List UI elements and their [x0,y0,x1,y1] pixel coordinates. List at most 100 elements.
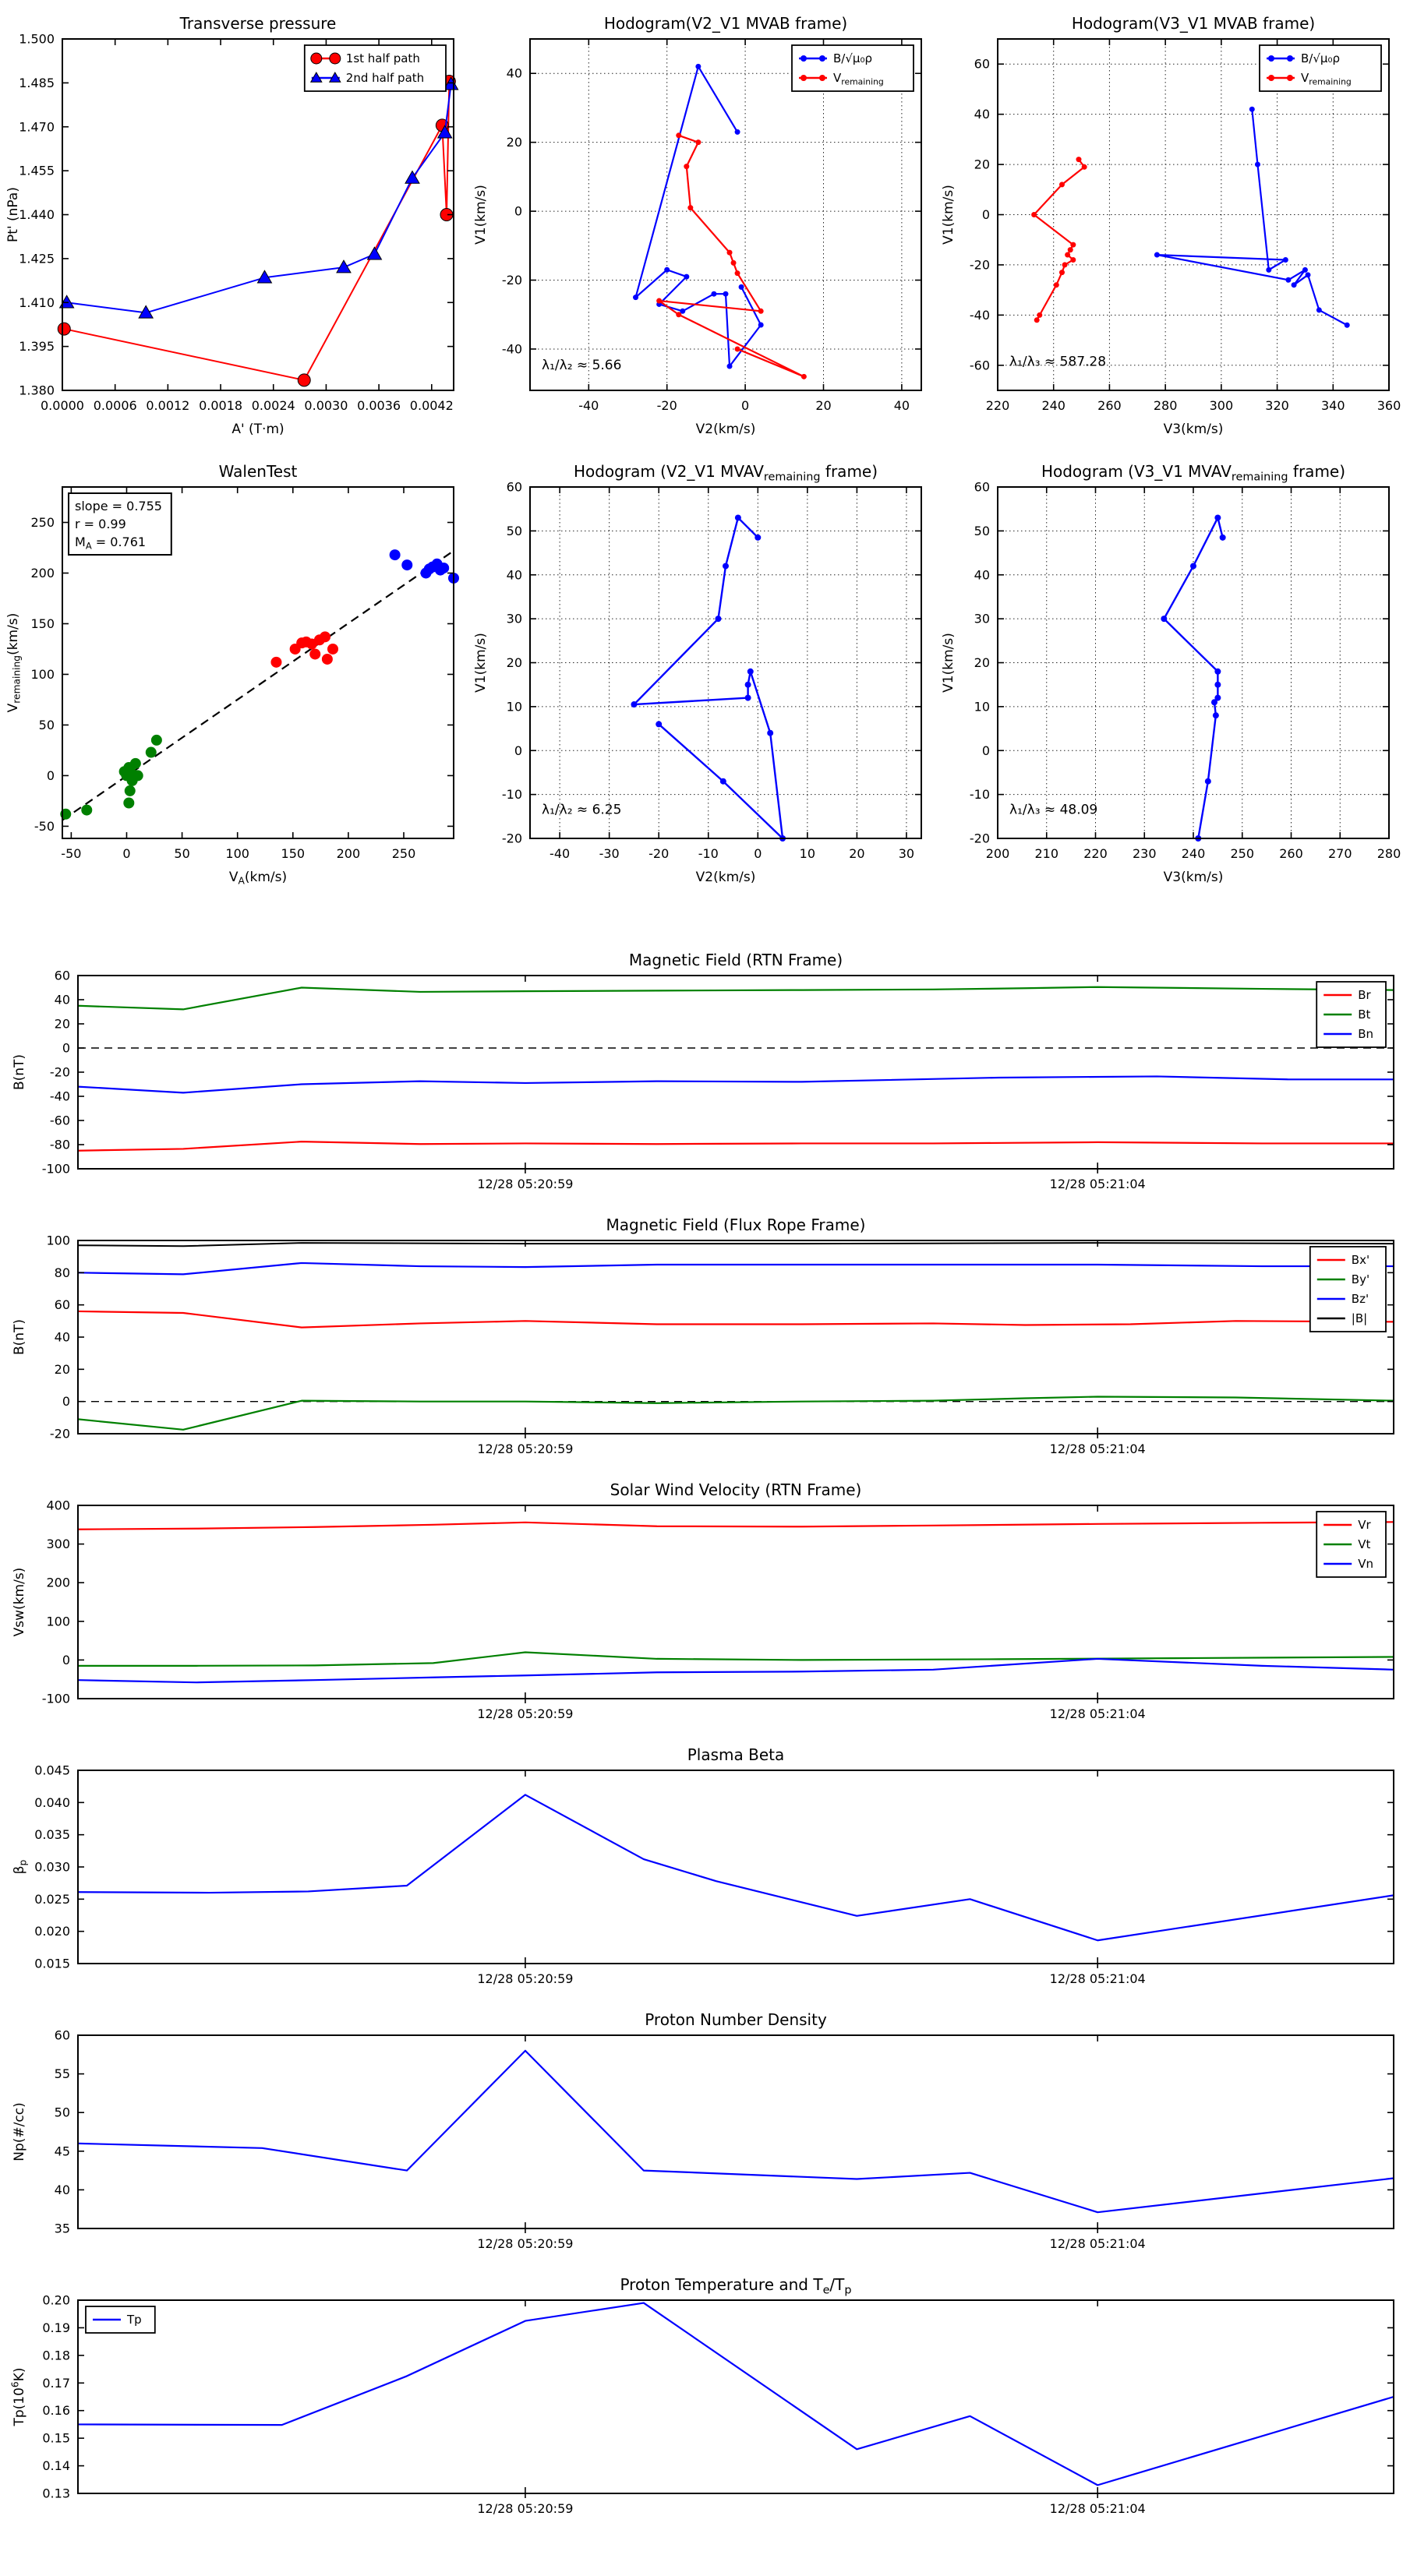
svg-text:0.0030: 0.0030 [304,398,348,413]
svg-text:20: 20 [507,655,522,670]
svg-text:30: 30 [899,846,914,861]
svg-text:Magnetic Field (RTN Frame): Magnetic Field (RTN Frame) [629,951,843,969]
svg-text:-40: -40 [578,398,599,413]
svg-text:V1(km/s): V1(km/s) [473,185,489,245]
svg-text:-20: -20 [50,1065,70,1080]
svg-text:12/28 05:20:59: 12/28 05:20:59 [477,1177,573,1191]
svg-text:1.425: 1.425 [19,251,55,266]
svg-text:-40: -40 [550,846,570,861]
svg-text:VA(km/s): VA(km/s) [229,870,287,887]
svg-text:Transverse pressure: Transverse pressure [179,14,337,33]
svg-text:Hodogram (V3_V1 MVAVremaining: Hodogram (V3_V1 MVAVremaining frame) [1041,462,1345,483]
svg-text:320: 320 [1265,398,1289,413]
svg-text:1.500: 1.500 [19,32,55,47]
svg-text:Vremaining: Vremaining [1301,71,1352,86]
svg-text:60: 60 [55,1297,70,1312]
svg-text:12/28 05:21:04: 12/28 05:21:04 [1050,2236,1146,2251]
hodogram-v2-v1-mvab-plot: -40 -20 0 20 40 40 20 0 -20 -40 Hodogram(V2_V1 MVA… [468,5,935,453]
svg-text:λ₁/λ₃ ≈ 48.09: λ₁/λ₃ ≈ 48.09 [1009,802,1097,817]
svg-text:By': By' [1352,1272,1369,1286]
svg-text:210: 210 [1034,846,1058,861]
svg-text:1.395: 1.395 [19,339,55,354]
svg-text:Bn: Bn [1358,1027,1373,1041]
svg-text:250: 250 [392,846,416,861]
svg-text:Bx': Bx' [1352,1253,1369,1267]
svg-text:0.0000: 0.0000 [41,398,84,413]
svg-text:40: 40 [55,1330,70,1345]
svg-text:100: 100 [225,846,249,861]
svg-text:V2(km/s): V2(km/s) [696,870,756,885]
svg-text:12/28 05:21:04: 12/28 05:21:04 [1050,1706,1146,1721]
svg-text:20: 20 [55,1362,70,1377]
svg-text:V2(km/s): V2(km/s) [696,422,756,437]
svg-text:250: 250 [30,515,55,530]
svg-text:Proton Temperature and Te/Tp: Proton Temperature and Te/Tp [620,2275,851,2296]
svg-text:0: 0 [62,1394,70,1409]
svg-text:-100: -100 [42,1692,70,1706]
svg-text:-100: -100 [42,1162,70,1177]
svg-text:60: 60 [974,57,990,72]
svg-text:B/√μ₀ρ: B/√μ₀ρ [833,51,872,65]
svg-text:Vremaining: Vremaining [833,71,884,86]
svg-text:0: 0 [982,743,990,758]
svg-text:30: 30 [974,612,990,626]
svg-text:100: 100 [30,667,55,682]
svg-text:20: 20 [974,655,990,670]
walen-test-plot: -50 0 50 100 150 200 250 -50 0 50 100 150 200 250 Wale… [0,453,468,901]
svg-text:1.440: 1.440 [19,207,55,222]
proton-temperature-plot: 12/28 05:20:59 12/28 05:21:04 0.20 0.19 0.18… [0,2271,1403,2535]
svg-text:βp: βp [12,1859,29,1874]
svg-text:B(nT): B(nT) [12,1319,27,1355]
svg-text:-60: -60 [970,358,990,372]
svg-text:250: 250 [1230,846,1254,861]
svg-text:0.15: 0.15 [42,2431,70,2446]
svg-text:1.455: 1.455 [19,164,55,178]
svg-text:45: 45 [55,2144,70,2158]
svg-text:0.030: 0.030 [34,1860,70,1875]
hodogram-v2-v1-mvav-plot: -40 -30 -20 -10 0 10 20 30 60 50 40 30 20 10 0 -10 -20 Ho… [468,453,935,901]
svg-text:0: 0 [62,1041,70,1056]
svg-text:50: 50 [39,718,55,732]
svg-text:Br: Br [1358,988,1371,1002]
svg-text:40: 40 [507,66,522,81]
svg-text:0: 0 [62,1653,70,1667]
svg-text:Np(#/cc): Np(#/cc) [12,2102,27,2161]
svg-text:12/28 05:20:59: 12/28 05:20:59 [477,2236,573,2251]
svg-text:-40: -40 [970,308,990,323]
svg-text:55: 55 [55,2066,70,2081]
svg-text:230: 230 [1133,846,1157,861]
hodogram-v3-v1-mvav-plot: 200 210 220 230 240 250 260 270 280 60 50 40 30 20 10 0… [935,453,1403,901]
svg-text:10: 10 [974,699,990,714]
svg-text:10: 10 [507,699,522,714]
svg-text:270: 270 [1328,846,1352,861]
svg-text:240: 240 [1041,398,1066,413]
svg-text:Vr: Vr [1358,1518,1371,1532]
svg-text:WalenTest: WalenTest [219,462,298,481]
svg-text:0.0006: 0.0006 [94,398,137,413]
svg-text:20: 20 [55,1017,70,1032]
svg-text:60: 60 [507,480,522,495]
svg-text:Tp: Tp [126,2313,142,2327]
svg-text:Hodogram(V3_V1 MVAB frame): Hodogram(V3_V1 MVAB frame) [1072,14,1315,33]
svg-text:Vn: Vn [1358,1557,1373,1571]
svg-text:0.040: 0.040 [34,1795,70,1810]
svg-text:240: 240 [1182,846,1206,861]
svg-text:0.0036: 0.0036 [357,398,401,413]
svg-text:Magnetic Field (Flux Rope Fram: Magnetic Field (Flux Rope Frame) [606,1216,866,1234]
svg-text:60: 60 [55,969,70,983]
svg-text:0.17: 0.17 [42,2376,70,2391]
svg-text:50: 50 [174,846,189,861]
svg-text:-20: -20 [648,846,669,861]
svg-text:A' (T·m): A' (T·m) [231,422,284,437]
svg-text:1.410: 1.410 [19,295,55,310]
svg-text:V1(km/s): V1(km/s) [941,633,956,693]
svg-text:-20: -20 [50,1427,70,1442]
svg-text:0.0018: 0.0018 [199,398,242,413]
svg-text:MA = 0.761: MA = 0.761 [75,535,146,552]
svg-text:λ₁/λ₂ ≈ 6.25: λ₁/λ₂ ≈ 6.25 [542,802,621,817]
svg-text:0.20: 0.20 [42,2293,70,2308]
svg-text:-50: -50 [34,819,55,834]
solar-wind-velocity-plot: 12/28 05:20:59 12/28 05:21:04 400 300 200 100… [0,1476,1403,1741]
svg-text:0: 0 [741,398,749,413]
svg-text:V1(km/s): V1(km/s) [941,185,956,245]
